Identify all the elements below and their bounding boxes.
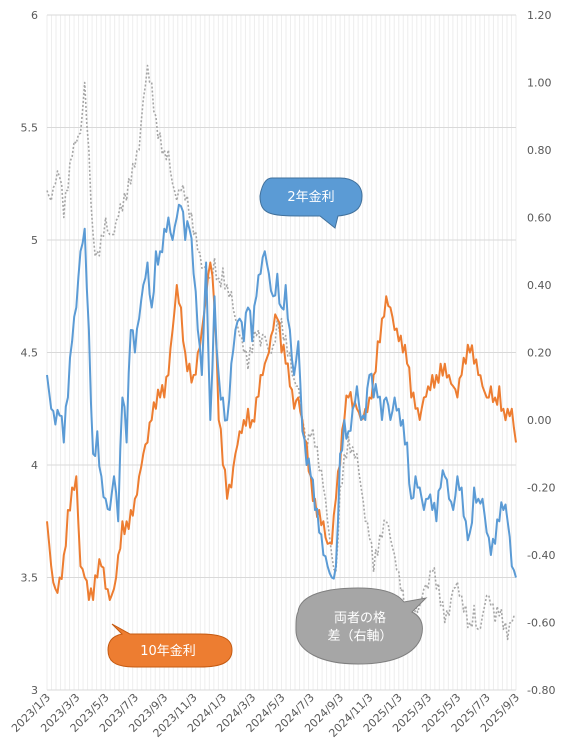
y-left-tick-label: 4.5: [21, 347, 39, 360]
callout-10y: 10年金利: [107, 623, 233, 668]
series-layer: [46, 64, 517, 645]
right-axis-ticks: -0.80 -0.60 -0.40 -0.20 0.00 0.20 0.40 0.60 0.80…: [527, 9, 555, 697]
y-right-tick-label: 0.80: [527, 144, 552, 157]
callout-2y: 2年金利: [259, 177, 363, 229]
callout-spread-shape: [295, 587, 428, 665]
callout-10y-shape: [107, 623, 233, 668]
left-axis-ticks: 3 3.5 4 4.5 5 5.5 6: [21, 9, 39, 697]
y-right-tick-label: -0.60: [527, 617, 555, 630]
y-right-tick-label: 1.20: [527, 9, 552, 22]
y-right-tick-label: 0.40: [527, 279, 552, 292]
series-line-2y: [46, 203, 517, 580]
y-left-tick-label: 5.5: [21, 122, 39, 135]
y-right-tick-label: -0.80: [527, 684, 555, 697]
callout-10y-label: 10年金利: [140, 643, 196, 659]
y-right-tick-label: 0.60: [527, 212, 552, 225]
y-right-tick-label: 0.20: [527, 347, 552, 360]
callout-spread-label-line1: 両者の格: [334, 610, 386, 626]
y-left-tick-label: 3: [31, 684, 38, 697]
y-right-tick-label: 0.00: [527, 414, 552, 427]
y-right-tick-label: 1.00: [527, 77, 552, 90]
y-right-tick-label: -0.20: [527, 482, 555, 495]
y-left-tick-label: 4: [31, 459, 38, 472]
callout-spread: 両者の格 差（右軸）: [295, 587, 428, 665]
y-left-tick-label: 5: [31, 234, 38, 247]
gridlines: [46, 14, 517, 691]
y-right-tick-label: -0.40: [527, 549, 555, 562]
y-left-tick-label: 6: [31, 9, 38, 22]
series-line-10y: [46, 261, 517, 601]
callout-spread-label-line2: 差（右軸）: [327, 629, 392, 644]
callout-2y-shape: [259, 177, 363, 229]
series-line-spread: [46, 64, 517, 645]
y-left-tick-label: 3.5: [21, 572, 39, 585]
x-axis-ticks: 2023/1/32023/3/32023/5/32023/7/32023/9/3…: [9, 691, 522, 740]
callout-2y-label: 2年金利: [287, 189, 334, 205]
